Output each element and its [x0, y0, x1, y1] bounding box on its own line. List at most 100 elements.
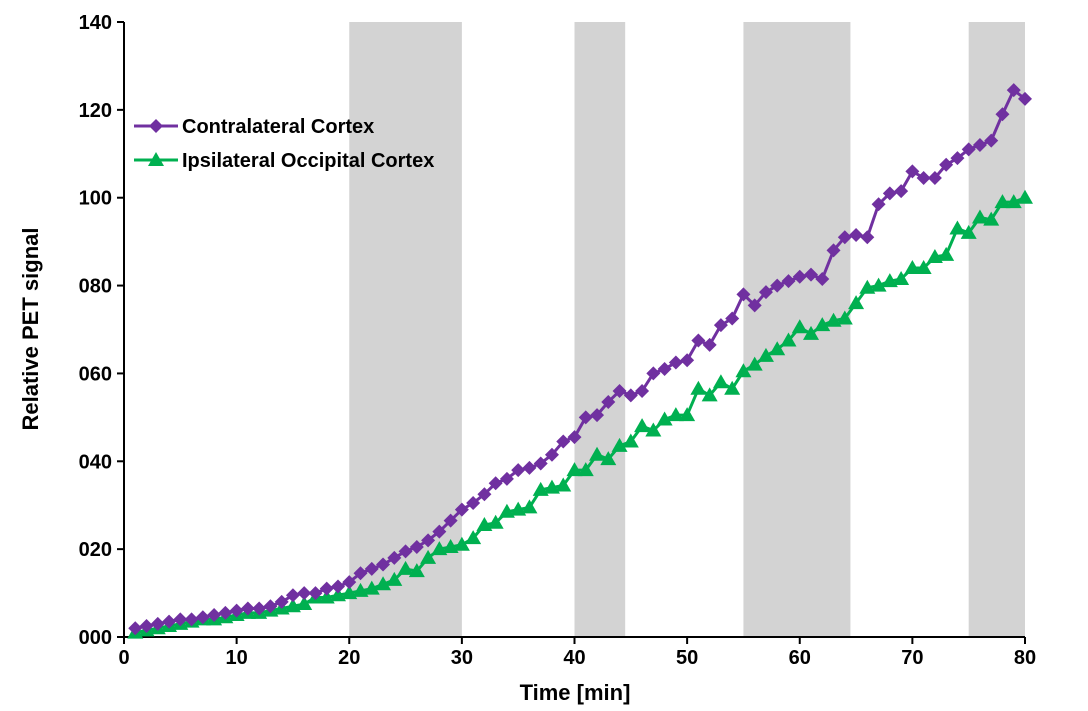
x-tick-label: 0	[118, 647, 129, 669]
diamond-point	[308, 586, 323, 601]
diamond-point	[443, 513, 458, 528]
triangle-point	[397, 560, 414, 575]
diamond-point	[702, 337, 717, 352]
triangle-point	[352, 582, 369, 597]
x-tick-label: 70	[901, 647, 923, 669]
diamond-point	[533, 456, 548, 471]
triangle-point	[566, 462, 583, 477]
y-axis-ticks: 000 020 040 060 080 100 120 140	[79, 12, 124, 649]
triangle-point	[465, 530, 482, 545]
y-tick-label: 120	[79, 100, 112, 122]
triangle-point	[926, 249, 943, 264]
triangle-point	[532, 481, 549, 496]
diamond-point	[477, 487, 492, 502]
triangle-point	[622, 433, 639, 448]
diamond-point	[229, 603, 244, 618]
triangle-point	[386, 571, 403, 586]
diamond-point	[939, 157, 954, 172]
diamond-point	[285, 588, 300, 603]
diamond-point	[466, 496, 481, 511]
diamond-point	[319, 581, 334, 596]
diamond-point	[578, 410, 593, 425]
triangle-point	[814, 317, 831, 332]
legend-item: Contralateral Cortex	[134, 116, 374, 138]
x-tick-label: 20	[338, 647, 360, 669]
diamond-point	[871, 197, 886, 212]
diamond-point	[860, 230, 875, 245]
diamond-point	[149, 119, 163, 133]
triangle-point	[453, 536, 470, 551]
triangle-point	[521, 499, 538, 514]
triangle-point	[825, 312, 842, 327]
triangle-point	[656, 411, 673, 426]
diamond-point	[972, 138, 987, 152]
diamond-point	[454, 502, 469, 517]
diamond-point	[184, 612, 199, 627]
triangle-point	[375, 576, 392, 591]
triangle-point	[634, 418, 651, 433]
y-tick-label: 100	[79, 188, 112, 210]
diamond-point	[995, 107, 1010, 122]
diamond-point	[815, 271, 830, 286]
diamond-point	[725, 311, 740, 326]
triangle-point	[1005, 194, 1022, 209]
diamond-point	[691, 333, 706, 348]
diamond-point	[1018, 91, 1032, 106]
diamond-point	[781, 274, 796, 289]
series-contralateral-cortex	[128, 83, 1032, 636]
triangle-point	[690, 380, 707, 395]
diamond-point	[961, 142, 976, 157]
diamond-point	[612, 384, 627, 398]
triangle-point	[836, 310, 853, 325]
diamond-point	[747, 298, 762, 313]
diamond-point	[635, 384, 650, 398]
y-tick-label: 080	[79, 276, 112, 298]
triangle-point	[498, 503, 515, 518]
diamond-point	[770, 278, 785, 293]
triangle-point	[735, 363, 752, 378]
diamond-point	[837, 230, 852, 245]
diamond-point	[758, 285, 773, 300]
diamond-point	[927, 170, 942, 185]
triangle-point	[589, 446, 606, 461]
diamond-point	[511, 463, 526, 478]
diamond-point	[252, 601, 267, 616]
y-tick-label: 000	[79, 627, 112, 649]
diamond-point	[849, 228, 864, 243]
diamond-point	[128, 621, 143, 636]
diamond-point	[680, 353, 695, 368]
x-tick-label: 50	[676, 647, 698, 669]
triangle-point	[803, 325, 820, 340]
triangle-point	[904, 260, 921, 274]
diamond-point	[263, 599, 278, 614]
triangle-point	[960, 224, 977, 239]
diamond-point	[826, 243, 841, 258]
diamond-point	[1006, 83, 1021, 98]
diamond-point	[792, 269, 807, 284]
y-axis-title: Relative PET signal	[18, 228, 43, 431]
x-tick-label: 40	[563, 647, 585, 669]
triangle-point	[476, 516, 493, 531]
diamond-point	[544, 447, 559, 462]
triangle-point	[408, 563, 425, 578]
diamond-point	[713, 318, 728, 333]
diamond-point	[150, 616, 165, 631]
triangle-point	[667, 407, 684, 422]
diamond-point	[330, 579, 345, 594]
series-ipsilateral-occipital-cortex	[127, 189, 1033, 639]
series-layer	[127, 83, 1033, 639]
triangle-point	[746, 356, 763, 371]
legend-label: Contralateral Cortex	[182, 116, 374, 138]
y-tick-label: 060	[79, 363, 112, 385]
diamond-point	[499, 471, 514, 486]
triangle-point	[938, 246, 955, 261]
triangle-point	[949, 220, 966, 235]
diamond-point	[409, 539, 424, 554]
triangle-point	[994, 194, 1011, 209]
diamond-point	[342, 575, 357, 590]
diamond-point	[736, 287, 751, 302]
y-tick-label: 040	[79, 451, 112, 473]
diamond-point	[905, 164, 920, 179]
triangle-point	[420, 549, 437, 564]
diamond-point	[274, 594, 289, 609]
